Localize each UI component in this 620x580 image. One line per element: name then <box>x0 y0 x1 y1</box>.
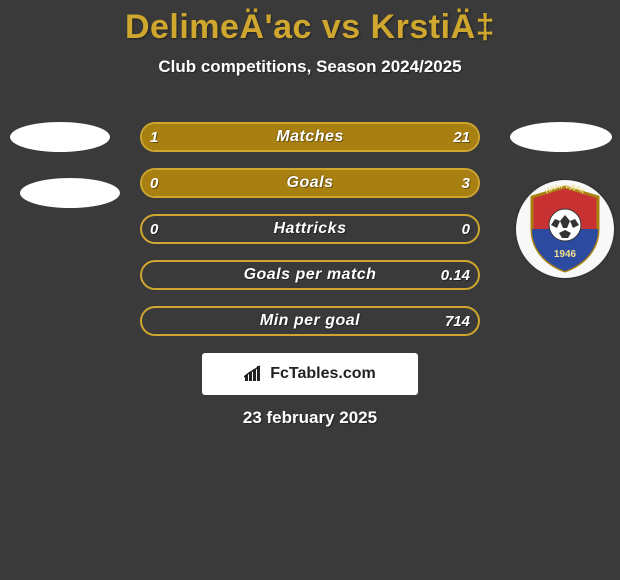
bar-chart-icon <box>244 365 266 383</box>
page-title: DelimeÄ'ac vs KrstiÄ‡ <box>0 0 620 47</box>
date-text: 23 february 2025 <box>0 408 620 428</box>
stat-value-right: 21 <box>453 122 470 152</box>
stat-bar: Hattricks 0 0 <box>140 214 480 244</box>
shield-icon: НАПРЕДАК 1946 <box>526 185 604 273</box>
brand-text: FcTables.com <box>270 365 376 383</box>
stat-bar-label: Goals per match <box>244 266 377 284</box>
stat-bar-label: Matches <box>276 128 344 146</box>
left-player-badge-1 <box>10 122 110 152</box>
stat-value-left: 0 <box>150 214 158 244</box>
stat-bar: Matches 1 21 <box>140 122 480 152</box>
stat-bar: Goals per match 0.14 <box>140 260 480 290</box>
stat-value-right: 0.14 <box>441 260 470 290</box>
infographic-container: DelimeÄ'ac vs KrstiÄ‡ Club competitions,… <box>0 0 620 580</box>
stat-bar-label: Goals <box>287 174 334 192</box>
left-player-badge-2 <box>20 178 120 208</box>
stat-value-left: 0 <box>150 168 158 198</box>
right-player-badge-1 <box>510 122 612 152</box>
club-crest: НАПРЕДАК 1946 <box>516 180 614 278</box>
stat-value-right: 3 <box>462 168 470 198</box>
stat-bar-track: Goals <box>140 168 480 198</box>
stat-value-right: 0 <box>462 214 470 244</box>
stat-bar: Min per goal 714 <box>140 306 480 336</box>
stat-bar: Goals 0 3 <box>140 168 480 198</box>
stat-bar-label: Hattricks <box>274 220 347 238</box>
stat-bar-track: Matches <box>140 122 480 152</box>
stat-value-left: 1 <box>150 122 158 152</box>
stat-bar-track: Min per goal <box>140 306 480 336</box>
stat-bar-track: Hattricks <box>140 214 480 244</box>
stat-bars: Matches 1 21 Goals 0 3 Hattricks 0 0 Goals per ma… <box>140 122 480 352</box>
page-subtitle: Club competitions, Season 2024/2025 <box>0 57 620 77</box>
stat-bar-track: Goals per match <box>140 260 480 290</box>
stat-value-right: 714 <box>445 306 470 336</box>
brand-box: FcTables.com <box>202 353 418 395</box>
stat-bar-label: Min per goal <box>260 312 360 330</box>
crest-year: 1946 <box>554 249 577 260</box>
